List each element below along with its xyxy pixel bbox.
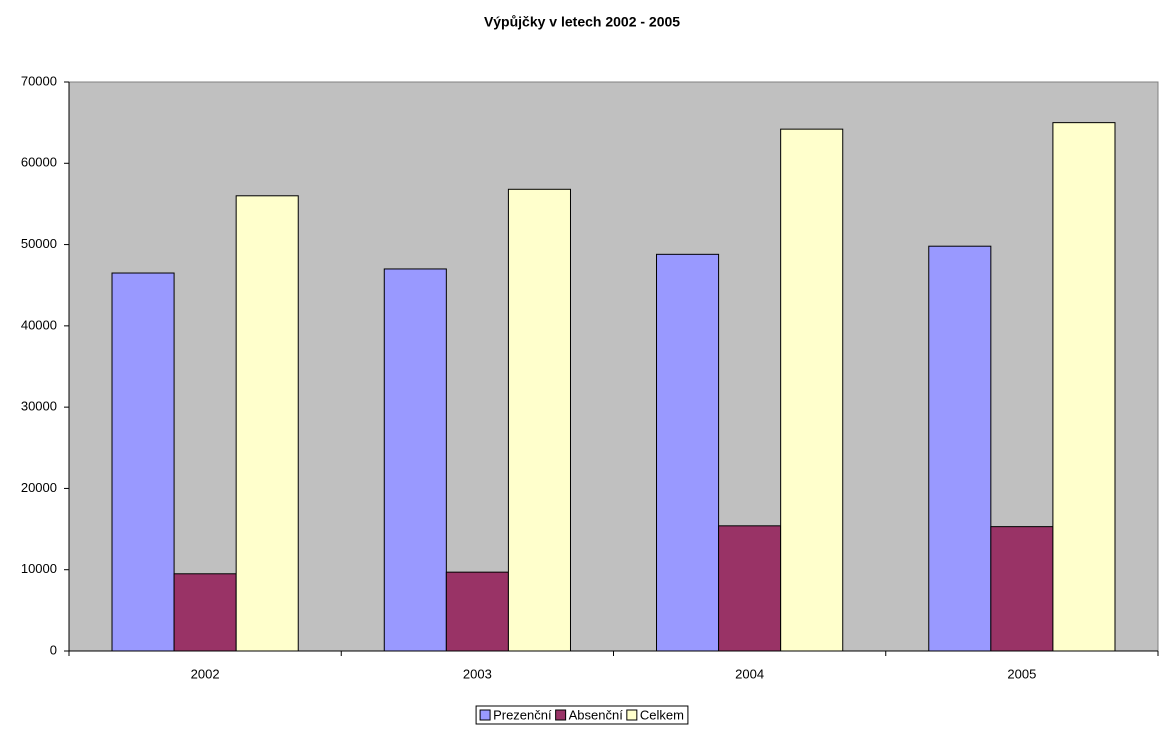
x-tick-label: 2005 <box>1007 666 1036 681</box>
bar <box>173 573 237 652</box>
legend-swatch <box>626 709 638 721</box>
x-tick-label: 2004 <box>735 666 764 681</box>
y-tick-label: 0 <box>50 642 57 657</box>
x-tick-label: 2003 <box>463 666 492 681</box>
bar <box>928 245 992 652</box>
bar <box>445 571 509 652</box>
y-tick-label: 40000 <box>21 317 57 332</box>
y-tick-label: 10000 <box>21 561 57 576</box>
legend-label: Celkem <box>640 707 684 722</box>
bar <box>780 128 844 652</box>
legend-swatch <box>555 709 567 721</box>
legend-label: Prezenční <box>493 707 552 722</box>
bar <box>656 253 720 652</box>
bar <box>507 188 571 652</box>
legend-swatch <box>479 709 491 721</box>
bar <box>111 272 175 652</box>
x-tick-label: 2002 <box>191 666 220 681</box>
y-tick-label: 30000 <box>21 399 57 414</box>
bar <box>235 195 299 652</box>
bar <box>718 525 782 652</box>
bar <box>990 526 1054 652</box>
bar <box>383 268 447 652</box>
y-tick-label: 70000 <box>21 73 57 88</box>
legend-label: Absenční <box>569 707 624 722</box>
chart-title: Výpůjčky v letech 2002 - 2005 <box>484 14 680 30</box>
y-tick-label: 60000 <box>21 155 57 170</box>
y-tick-label: 50000 <box>21 236 57 251</box>
y-tick-label: 20000 <box>21 480 57 495</box>
bar <box>1052 122 1116 652</box>
